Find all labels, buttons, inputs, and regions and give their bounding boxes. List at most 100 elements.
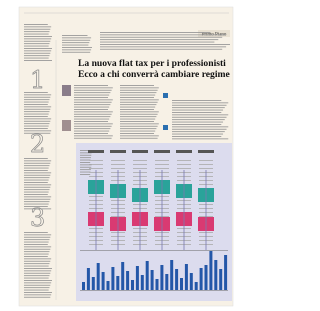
- text-line: [120, 126, 158, 127]
- text-line: [172, 126, 228, 127]
- connector: [162, 170, 163, 250]
- text-line: [74, 87, 113, 88]
- mini-bar: [214, 260, 217, 290]
- mini-bar: [97, 263, 100, 290]
- text-line: [24, 177, 49, 178]
- text-line: [24, 268, 52, 269]
- text-line: [24, 41, 50, 42]
- text-line: [62, 40, 90, 41]
- headline-title: La nuova flat tax per i professionisti: [78, 58, 226, 69]
- headline-subtitle: Ecco a chi converrà cambiare regime: [78, 69, 231, 80]
- table-line: [155, 160, 169, 161]
- text-line: [24, 111, 49, 112]
- text-line: [100, 49, 222, 50]
- text-line: [24, 163, 50, 164]
- text-line: [120, 123, 159, 124]
- text-line: [24, 60, 52, 61]
- text-line: [24, 48, 52, 49]
- text-line: [120, 85, 154, 86]
- text-line: [120, 133, 154, 134]
- sidebar-number: 3: [30, 204, 45, 232]
- text-line: [24, 273, 50, 274]
- text-line: [24, 130, 51, 131]
- text-line: [24, 285, 50, 286]
- text-line: [120, 121, 154, 122]
- text-line: [120, 107, 155, 108]
- column-head: [132, 150, 148, 153]
- text-line: [24, 192, 49, 193]
- text-line: [120, 102, 158, 103]
- text-line: [24, 256, 48, 257]
- table-line: [89, 164, 103, 165]
- column-head: [176, 150, 192, 153]
- text-line: [24, 208, 51, 209]
- text-line: [172, 122, 223, 123]
- text-line: [74, 123, 113, 124]
- text-line: [62, 47, 92, 48]
- text-line: [74, 114, 112, 115]
- connector: [184, 170, 185, 250]
- mini-bar: [224, 255, 227, 290]
- text-line: [24, 170, 48, 171]
- text-line: [24, 275, 49, 276]
- text-line: [24, 106, 51, 107]
- text-line: [24, 38, 51, 39]
- text-line: [24, 187, 50, 188]
- text-line: [74, 133, 108, 134]
- table-line: [177, 164, 191, 165]
- mini-bar: [209, 251, 212, 290]
- table-line: [133, 160, 147, 161]
- text-line: [24, 258, 51, 259]
- mini-bar: [185, 264, 188, 290]
- text-line: [24, 282, 51, 283]
- photo: [62, 120, 71, 131]
- mini-bar: [116, 276, 119, 290]
- table-line: [89, 168, 103, 169]
- mini-bar: [87, 268, 90, 290]
- text-line: [24, 43, 49, 44]
- text-line: [24, 24, 48, 25]
- text-line: [74, 102, 112, 103]
- column-head: [88, 150, 104, 153]
- text-line: [24, 26, 51, 27]
- text-line: [24, 182, 48, 183]
- text-line: [74, 109, 108, 110]
- text-line: [24, 46, 49, 47]
- text-line: [120, 104, 156, 105]
- text-line: [24, 244, 48, 245]
- table-line: [177, 160, 191, 161]
- text-line: [24, 242, 49, 243]
- table-line: [111, 160, 125, 161]
- text-line: [24, 133, 50, 134]
- text-line: [24, 175, 50, 176]
- mini-bar: [219, 269, 222, 290]
- table-line: [199, 164, 213, 165]
- text-line: [100, 32, 211, 33]
- text-line: [120, 111, 159, 112]
- column-head: [110, 150, 126, 153]
- connector: [206, 170, 207, 250]
- text-line: [24, 102, 49, 103]
- text-line: [24, 206, 48, 207]
- text-line: [24, 109, 50, 110]
- text-line: [74, 126, 112, 127]
- mini-bar: [190, 273, 193, 290]
- icon: [163, 125, 168, 130]
- table-line: [111, 164, 125, 165]
- text-line: [24, 237, 50, 238]
- text-line: [24, 92, 48, 93]
- text-line: [74, 107, 109, 108]
- text-line: [62, 42, 89, 43]
- text-line: [120, 92, 156, 93]
- mini-bar: [111, 267, 114, 290]
- text-line: [100, 46, 226, 47]
- text-line: [172, 107, 225, 108]
- page: Primo Piano La nuova flat tax per i prof…: [0, 0, 249, 311]
- text-line: [24, 172, 51, 173]
- text-line: [24, 246, 51, 247]
- text-line: [120, 87, 159, 88]
- text-line: [24, 128, 48, 129]
- text-line: [24, 199, 50, 200]
- mini-bar: [126, 271, 129, 290]
- text-line: [172, 124, 221, 125]
